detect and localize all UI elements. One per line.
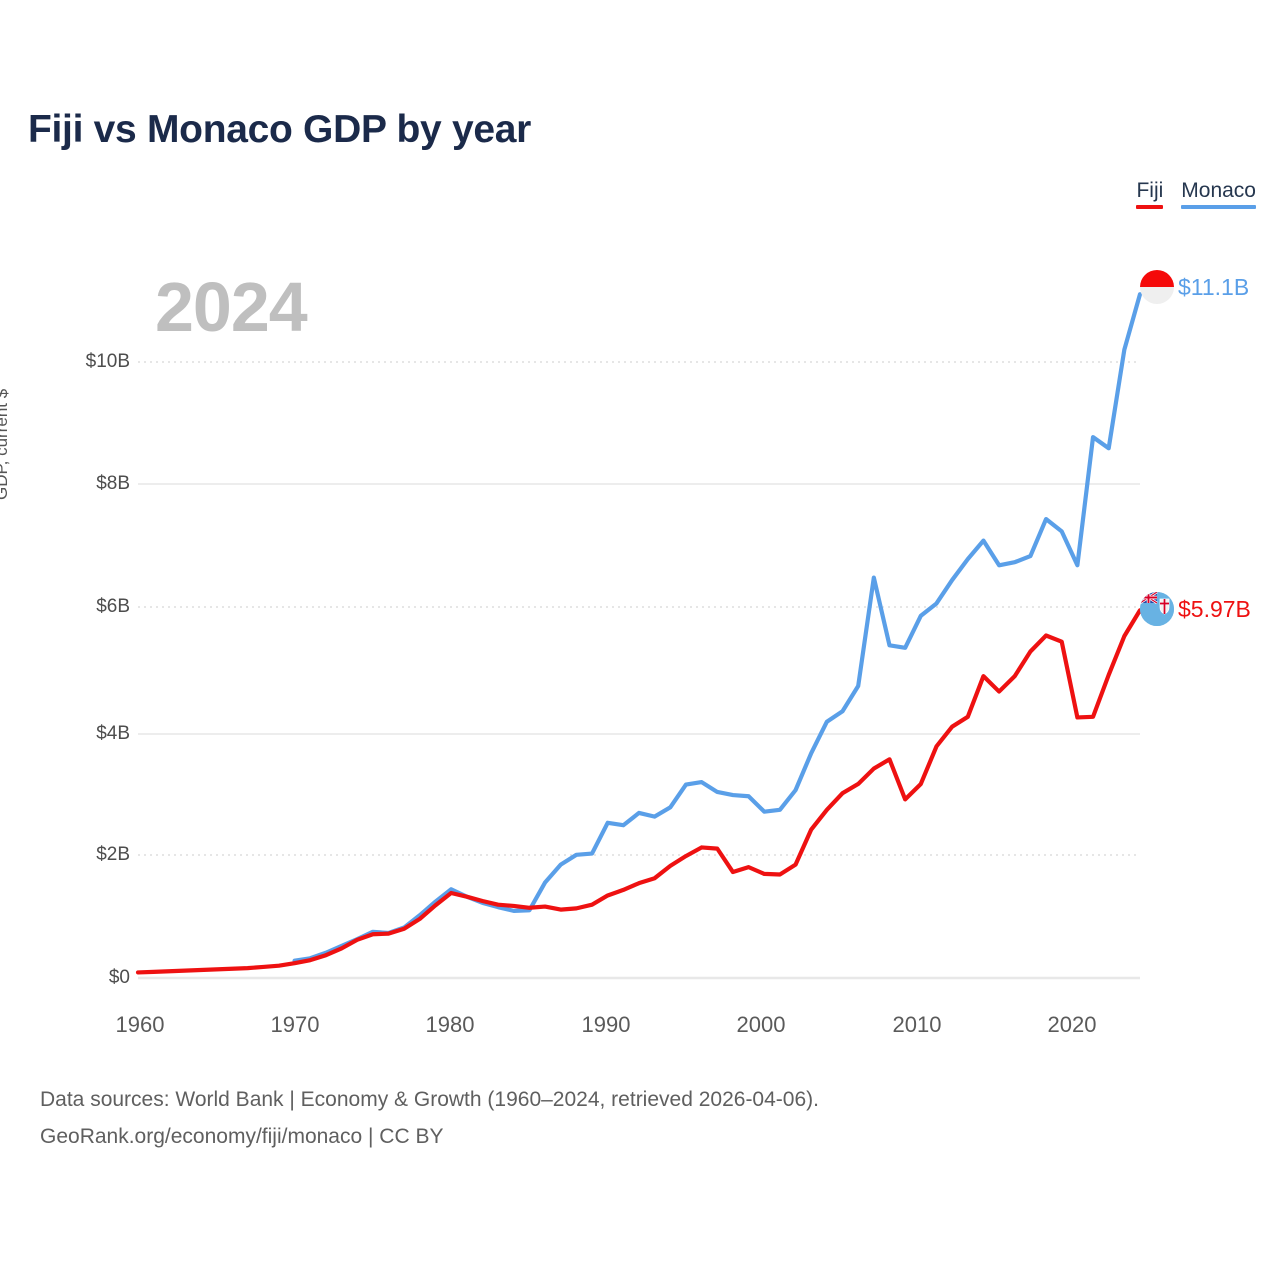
plot-area bbox=[135, 280, 1143, 980]
x-tick-2000: 2000 bbox=[736, 1012, 786, 1037]
monaco-endpoint-label: $11.1B bbox=[1178, 274, 1250, 300]
x-tick-2020: 2020 bbox=[1047, 1012, 1097, 1037]
footer-attribution: GeoRank.org/economy/fiji/monaco | CC BY bbox=[40, 1124, 444, 1148]
plot-svg bbox=[135, 292, 1143, 980]
legend-item-fiji[interactable]: Fiji bbox=[1136, 179, 1164, 209]
x-tick-1970: 1970 bbox=[270, 1012, 320, 1037]
monaco-flag-icon bbox=[1140, 270, 1174, 304]
x-tick-1960: 1960 bbox=[115, 1012, 165, 1037]
y-tick-2b: $2B bbox=[96, 844, 130, 865]
fiji-flag-svg bbox=[1140, 592, 1174, 626]
monaco-flag-top-band bbox=[1140, 270, 1174, 287]
x-tick-1990: 1990 bbox=[581, 1012, 631, 1037]
legend-rule-fiji bbox=[1136, 205, 1164, 209]
legend-label-fiji: Fiji bbox=[1136, 179, 1164, 202]
fiji-endpoint-label: $5.97B bbox=[1178, 596, 1251, 622]
page-title: Fiji vs Monaco GDP by year bbox=[28, 108, 531, 151]
y-axis-title: GDP, current $ bbox=[0, 389, 11, 500]
footer-data-sources: Data sources: World Bank | Economy & Gro… bbox=[40, 1088, 819, 1111]
footer: Data sources: World Bank | Economy & Gro… bbox=[40, 1082, 819, 1156]
fiji-flag-icon bbox=[1140, 592, 1174, 626]
legend-item-monaco[interactable]: Monaco bbox=[1181, 180, 1256, 209]
y-tick-4b: $4B bbox=[96, 723, 130, 744]
x-tick-1980: 1980 bbox=[425, 1012, 475, 1037]
y-axis-ticks: $0 $2B $4B $6B $8B $10B bbox=[0, 0, 130, 1280]
x-axis-ticks: 1960 1970 1980 1990 2000 2010 2020 bbox=[0, 1012, 1280, 1052]
legend-label-monaco: Monaco bbox=[1181, 179, 1256, 202]
monaco-flag-bottom-band bbox=[1140, 287, 1174, 304]
watermark-year: 2024 bbox=[155, 268, 308, 346]
fiji-shield bbox=[1159, 598, 1170, 615]
chart-legend: Fiji Monaco bbox=[1136, 180, 1256, 209]
y-tick-6b: $6B bbox=[96, 596, 130, 617]
x-tick-2010: 2010 bbox=[892, 1012, 942, 1037]
fiji-canton bbox=[1140, 592, 1158, 605]
y-tick-10b: $10B bbox=[85, 351, 130, 372]
gridlines bbox=[138, 361, 1140, 980]
y-tick-0: $0 bbox=[108, 967, 130, 988]
series-line-fiji bbox=[135, 608, 1143, 975]
y-tick-8b: $8B bbox=[96, 473, 130, 494]
legend-rule-monaco bbox=[1181, 205, 1256, 209]
series-line-monaco bbox=[292, 292, 1143, 963]
